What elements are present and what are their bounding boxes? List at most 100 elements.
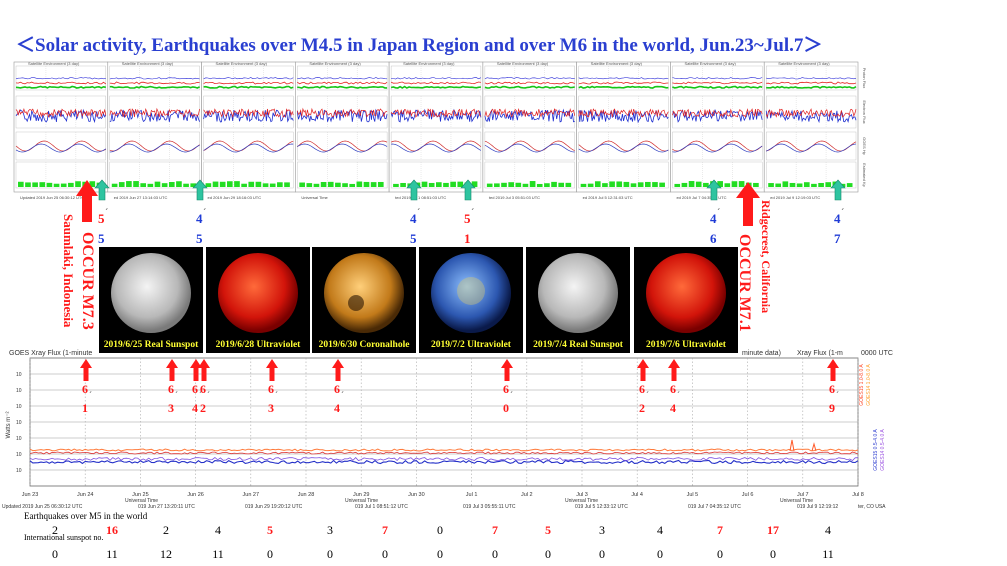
kp-bar (703, 182, 709, 187)
kp-bar (147, 183, 154, 187)
sunspot-count-cell: 11 (212, 547, 224, 561)
m6-magnitude-integer: 6 (168, 382, 174, 396)
green-up-arrow (460, 179, 476, 201)
frame-footer: Universal Time (301, 195, 328, 200)
m6-magnitude-integer: 6 (192, 382, 198, 396)
goes-hp-line (203, 143, 294, 153)
subpanel-frame (109, 65, 200, 91)
electron-flux-line (15, 108, 107, 124)
subpanel-frame (484, 95, 575, 129)
m6-magnitude-integer: 6 (200, 382, 206, 396)
decimal-mark: ´ (105, 208, 108, 219)
satellite-frame (107, 61, 202, 193)
earthquake-count-cell: 4 (825, 523, 831, 537)
earthquake-count-cell: 16 (106, 523, 118, 537)
kp-bar (789, 182, 796, 187)
green-up-arrow (830, 179, 846, 201)
m6-magnitude-integer: 6 (334, 382, 340, 396)
m6-magnitude-integer: 6 (639, 382, 645, 396)
goes-hp-line (390, 140, 482, 152)
kp-bar (126, 181, 132, 187)
kp-bar (39, 182, 46, 187)
kp-bar (32, 182, 38, 187)
decimal-mark: ´ (471, 208, 474, 219)
panel-side-label: Estimated Kp (862, 163, 867, 188)
proton-flux-line (578, 81, 669, 85)
m6-magnitude-decimal: 0 (503, 401, 509, 415)
decimal-mark: ´ (646, 390, 649, 400)
satellite-frame (763, 61, 859, 193)
big-red-up-arrow (76, 180, 98, 222)
xray-short-channel-line (29, 456, 859, 461)
subpanel-frame (578, 161, 669, 189)
proton-flux-line (15, 85, 106, 89)
sunspot-count-cell: 0 (327, 547, 333, 561)
frame-header: Satellite Environment (3 day) (309, 61, 361, 66)
goes-hp-line (297, 143, 388, 153)
m6-magnitude-decimal: 2 (639, 401, 645, 415)
earthquake-count-cell: 4 (215, 523, 221, 537)
red-up-arrow (198, 359, 210, 381)
xray-ylabel: Watts m⁻² (6, 412, 12, 439)
xray-updated-label: 019 Jul 3 05:55:11 UTC (463, 504, 516, 510)
decimal-mark: ´ (841, 208, 844, 219)
proton-flux-line (109, 77, 200, 80)
kp-bar (241, 183, 247, 187)
subpanel-frame (15, 65, 106, 91)
sun-image-caption: 2019/6/25 Real Sunspot (104, 340, 199, 350)
frame-footer: ted 2019 Jul 1 08:51:03 UTC (395, 195, 446, 200)
kp-bar (248, 181, 255, 187)
goes-hp-line (391, 143, 482, 153)
subpanel-frame (109, 95, 200, 129)
kp-bar (529, 181, 536, 187)
xray-legend-entry: GOES14 1.0-8.0 A (866, 364, 872, 406)
earthquake-count-cell: 5 (267, 523, 273, 537)
proton-flux-line (484, 81, 575, 85)
xray-title-left: GOES Xray Flux (1-minute (9, 350, 92, 357)
xray-long-channel-line (29, 451, 859, 455)
kp-bar (688, 181, 695, 187)
green-up-arrow (94, 179, 110, 201)
kp-bar (183, 183, 189, 187)
kp-bar (176, 181, 182, 187)
m6-magnitude-decimal: 4 (192, 401, 198, 415)
electron-flux-line (765, 108, 857, 118)
coronal-hole-region (348, 295, 364, 311)
goes-xray-flux-panel: GOES Xray Flux (1-minute minute data) Xray… (2, 350, 893, 510)
frame-footer: Updated 2019 Jun 25 06:30:12 UTC (20, 195, 84, 200)
earthquake-count-cell: 3 (327, 523, 333, 537)
kp-bar (168, 182, 175, 187)
subpanel-frame (766, 65, 857, 91)
kp-bar (825, 182, 832, 187)
kp-bar (219, 181, 226, 187)
kp-bar (68, 182, 74, 187)
subpanel-frame (390, 131, 482, 161)
sunspot-count-cell: 11 (822, 547, 834, 561)
proton-flux-line (391, 77, 482, 80)
kp-bar (681, 182, 688, 187)
universal-time-label: Universal Time (565, 498, 598, 504)
proton-flux-line (203, 81, 294, 85)
kp-bar (551, 181, 557, 187)
sun-image-caption: 2019/7/6 Ultraviolet (646, 340, 727, 350)
electron-flux-line (15, 107, 107, 118)
xray-legend-entry: GOES15 1.0-8.0 A (859, 364, 865, 406)
world-m6-earthquake-markers: 6 ´16 ´36 ´46 ´26 ´36 ´46 ´06 ´26 ´46 ´9 (80, 359, 839, 415)
xray-tick-label: 10 (16, 436, 22, 442)
sun-disk (218, 253, 298, 333)
frame-footer: ted 2019 Jul 3 05:51:03 UTC (489, 195, 540, 200)
xray-date-label: Jul 6 (742, 492, 754, 498)
proton-flux-line (15, 81, 107, 85)
xray-legend-entry: GOES15 0.5-4.0 A (873, 429, 879, 471)
page-title: ＜Solar activity, Earthquakes over M4.5 i… (16, 35, 823, 56)
magnitude-integer: 4 (710, 211, 717, 226)
xray-tick-label: 10 (16, 468, 22, 474)
electron-flux-line (578, 109, 669, 124)
sunspot-count-cell: 11 (106, 547, 118, 561)
xray-date-label: Jun 25 (132, 492, 149, 498)
kp-bar (327, 181, 334, 187)
sunspot-count-cell: 0 (770, 547, 776, 561)
decimal-mark: ´ (417, 208, 420, 219)
kp-bar (320, 181, 327, 187)
red-up-arrow (332, 359, 344, 381)
